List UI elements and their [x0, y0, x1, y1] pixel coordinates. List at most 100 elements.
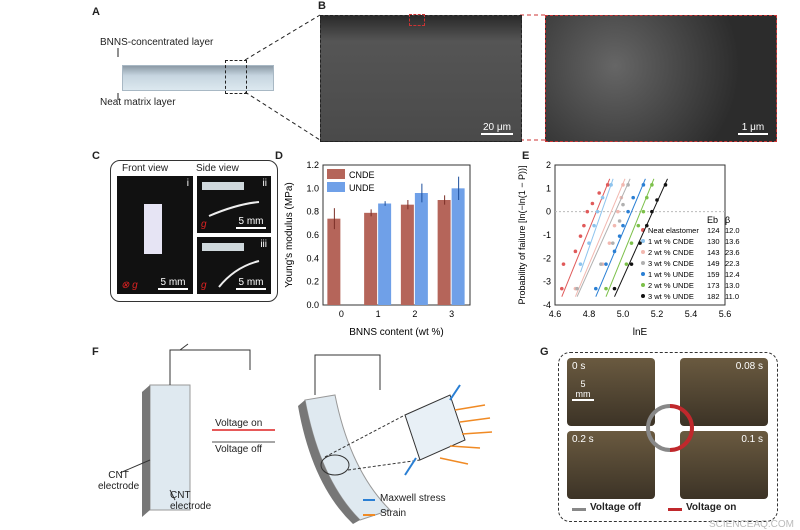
- legend-beta: 12.4: [725, 270, 740, 279]
- frame-0s: 0 s 5 mm: [567, 358, 655, 426]
- data-point: [573, 249, 578, 254]
- data-point: [629, 241, 634, 245]
- legend-label: CNDE: [349, 170, 375, 180]
- legend-strain: Strain: [380, 508, 407, 519]
- panel-label-g: G: [540, 346, 549, 358]
- data-point: [592, 223, 596, 228]
- legend-maxwell-stress: Maxwell stress: [380, 493, 446, 504]
- voltage-off-label-g: Voltage off: [590, 502, 641, 513]
- data-point: [599, 262, 603, 266]
- y-tick-label: -3: [543, 277, 551, 287]
- y-tick-label: 2: [546, 160, 551, 170]
- data-point: [663, 183, 668, 187]
- data-point: [626, 209, 630, 214]
- data-point: [578, 234, 583, 238]
- gravity-indicator: ⊗ g: [121, 280, 138, 291]
- scale-bar-20um: 20 μm: [481, 122, 513, 135]
- legend-marker: [641, 283, 645, 287]
- frame-0.1s: 0.1 s: [680, 431, 768, 499]
- front-view-label: Front view: [122, 163, 169, 174]
- x-axis-label: lnE: [633, 327, 648, 338]
- fit-line: [614, 178, 668, 297]
- y-tick-label: 0.0: [306, 300, 319, 310]
- y-tick-label: 1.2: [306, 160, 319, 170]
- x-tick-label: 5.2: [651, 309, 664, 319]
- x-tick-label: 5.6: [719, 309, 732, 319]
- actuation-schematic: [120, 343, 493, 524]
- data-point: [641, 209, 646, 214]
- legend-beta: 11.0: [725, 292, 739, 301]
- sem-image-zoomed: 1 μm: [545, 15, 777, 142]
- zoom-lines: [117, 14, 545, 141]
- y-tick-label: 1: [546, 183, 551, 193]
- panel-label-a: A: [92, 6, 100, 18]
- scale-bar-5mm: 5 mm: [572, 379, 594, 401]
- bar-cnde: [364, 212, 378, 305]
- legend-eb: 149: [707, 259, 720, 268]
- bnns-layer-label: BNNS-concentrated layer: [100, 37, 214, 48]
- legend-eb: 124: [707, 226, 720, 235]
- bar-cnde: [437, 200, 451, 305]
- side-view-label: Side view: [196, 163, 239, 174]
- x-tick-label: 5.4: [685, 309, 698, 319]
- x-tick-label: 4.6: [549, 309, 562, 319]
- x-tick-label: 1: [376, 309, 381, 319]
- data-point: [612, 286, 617, 291]
- bar-cnde: [327, 218, 341, 305]
- subpanel-ii-label: ii: [262, 178, 267, 189]
- legend-eb: 173: [707, 281, 720, 290]
- voltage-on-swatch: [668, 508, 682, 511]
- data-point: [585, 209, 590, 214]
- legend-eb: 143: [707, 248, 720, 257]
- voltage-off-label: Voltage off: [215, 444, 263, 455]
- data-point: [617, 234, 622, 238]
- time-label: 0 s: [572, 361, 586, 372]
- data-point: [587, 241, 591, 245]
- data-point: [641, 183, 646, 187]
- panel-label-f: F: [92, 346, 99, 358]
- legend-marker: [641, 272, 645, 276]
- x-tick-label: 3: [449, 309, 454, 319]
- bar-unde: [378, 203, 392, 305]
- y-tick-label: 0.8: [306, 207, 319, 217]
- bar-chart-youngs-modulus: 0.0 0.2 0.4 0.6 0.8 1.0 1.2 0 1 2 3 CNDE UNDE BNNS co…: [284, 160, 471, 338]
- data-point: [612, 223, 617, 228]
- data-point: [611, 241, 615, 245]
- x-tick-label: 4.8: [583, 309, 596, 319]
- y-tick-label: 0.4: [306, 253, 319, 263]
- sem-image-overview: 20 μm: [320, 14, 522, 142]
- gravity-label: g: [201, 219, 207, 230]
- panel-label-c: C: [92, 150, 100, 162]
- zoom-box: [225, 60, 247, 94]
- fit-line: [580, 178, 614, 273]
- into-page-icon: ⊗: [121, 280, 130, 291]
- data-point: [650, 183, 654, 187]
- data-point: [609, 183, 613, 187]
- data-point: [604, 286, 608, 291]
- x-tick-label: 2: [412, 309, 417, 319]
- data-point: [621, 202, 625, 207]
- legend-beta: 12.0: [725, 226, 740, 235]
- data-point: [600, 195, 605, 200]
- time-label: 0.1 s: [741, 434, 763, 445]
- gravity-label: g: [201, 280, 207, 291]
- time-label: 0.2 s: [572, 434, 594, 445]
- legend-eb: 182: [707, 292, 720, 301]
- subpanel-i-label: i: [186, 178, 189, 189]
- legend-marker: [641, 294, 645, 298]
- fit-line: [595, 178, 646, 297]
- legend-header-beta: β: [725, 215, 730, 225]
- voltage-off-swatch: [572, 508, 586, 511]
- data-point: [655, 198, 659, 202]
- bar-cnde: [400, 204, 414, 305]
- data-point: [605, 183, 610, 187]
- legend-beta: 22.3: [725, 259, 740, 268]
- front-view-photo: i ⊗ g 5 mm: [117, 176, 193, 294]
- legend-marker: [641, 250, 645, 254]
- legend-label: 2 wt % CNDE: [648, 248, 694, 257]
- y-tick-label: 1.0: [306, 183, 319, 193]
- data-point: [617, 219, 622, 223]
- cnt-electrode-label-left: CNT electrode: [98, 470, 140, 492]
- scale-bar-5mm: 5 mm: [236, 216, 266, 229]
- data-point: [616, 209, 620, 214]
